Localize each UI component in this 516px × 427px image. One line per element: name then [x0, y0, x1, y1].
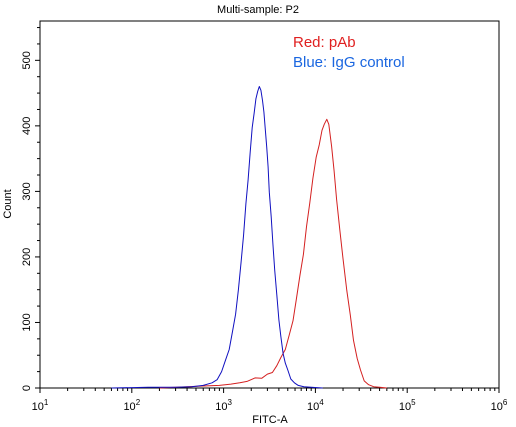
x-tick-label: 105	[399, 398, 416, 413]
x-tick-label: 103	[215, 398, 232, 413]
x-axis-ticks: 101 102 103 104 105 106	[32, 388, 508, 413]
y-tick-label: 500	[21, 51, 33, 69]
y-tick-label: 200	[21, 248, 33, 266]
y-tick-label: 300	[21, 182, 33, 200]
y-axis-ticks: 0 100 200 300 400 500	[21, 27, 40, 391]
legend-entry-igg-control: Blue: IgG control	[293, 54, 405, 71]
series-group	[111, 86, 387, 389]
legend-entry-pab: Red: pAb	[293, 34, 356, 51]
series-line-pab	[159, 118, 387, 389]
plot-frame	[39, 20, 500, 389]
x-tick-label: 101	[32, 398, 49, 413]
series-line-igg-control	[111, 86, 323, 389]
chart-title: Multi-sample: P2	[217, 4, 299, 16]
x-axis-label: FITC-A	[252, 414, 288, 426]
y-tick-label: 100	[21, 313, 33, 331]
x-tick-label: 104	[307, 398, 324, 413]
x-tick-label: 102	[123, 398, 140, 413]
y-axis-label: Count	[2, 189, 14, 218]
x-tick-label: 106	[491, 398, 508, 413]
y-tick-label: 400	[21, 117, 33, 135]
y-tick-label: 0	[21, 385, 33, 391]
